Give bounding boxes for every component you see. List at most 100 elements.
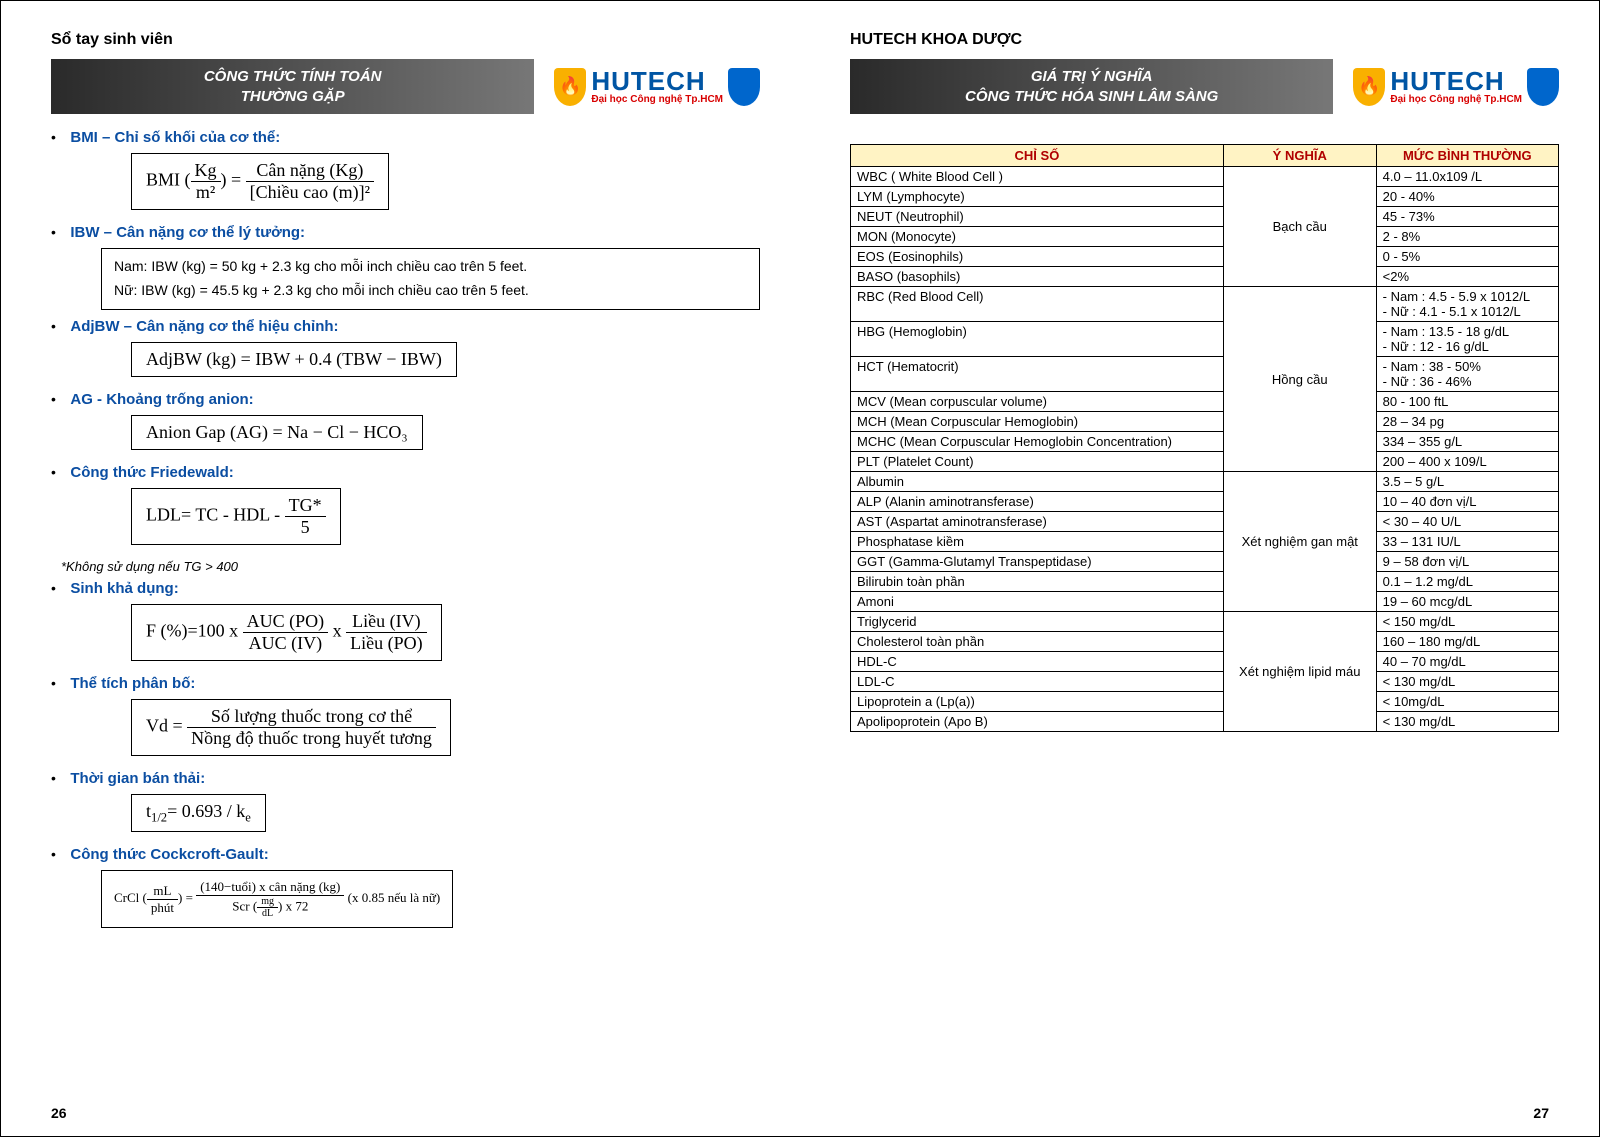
cell-index: Bilirubin toàn phần bbox=[851, 572, 1224, 592]
bmi-formula: BMI (Kgm²) = Cân nặng (Kg)[Chiều cao (m)… bbox=[131, 153, 389, 210]
cell-meaning: Xét nghiệm lipid máu bbox=[1223, 612, 1376, 732]
crcl-title: Công thức Cockcroft-Gault: bbox=[70, 846, 268, 863]
logo-text-r: HUTECH Đại học Công nghệ Tp.HCM bbox=[1390, 68, 1522, 105]
logo-name-r: HUTECH bbox=[1390, 68, 1522, 94]
cell-value: 4.0 – 11.0x109 /L bbox=[1376, 167, 1558, 187]
bmi-title: BMI – Chỉ số khối của cơ thể: bbox=[70, 129, 280, 146]
formula-ag: AG - Khoảng trống anion: Anion Gap (AG) … bbox=[71, 391, 760, 458]
cell-value: <2% bbox=[1376, 267, 1558, 287]
formula-thalf: Thời gian bán thải: t1/2= 0.693 / ke bbox=[71, 770, 760, 841]
shield-icon: 🔥 bbox=[554, 68, 586, 106]
page-spread: Sổ tay sinh viên CÔNG THỨC TÍNH TOÁN THƯ… bbox=[0, 0, 1600, 1137]
formula-adjbw: AdjBW – Cân nặng cơ thể hiệu chỉnh: AdjB… bbox=[71, 318, 760, 385]
table-row: MCH (Mean Corpuscular Hemoglobin) 28 – 34… bbox=[851, 412, 1559, 432]
cell-index: Apolipoprotein (Apo B) bbox=[851, 712, 1224, 732]
ag-title: AG - Khoảng trống anion: bbox=[70, 391, 253, 408]
vd-title: Thể tích phân bố: bbox=[70, 675, 195, 692]
table-row: MCV (Mean corpuscular volume) 80 - 100 ft… bbox=[851, 392, 1559, 412]
table-row: TriglyceridXét nghiệm lipid máu< 150 mg/… bbox=[851, 612, 1559, 632]
table-row: AlbuminXét nghiệm gan mật3.5 – 5 g/L bbox=[851, 472, 1559, 492]
cell-index: MON (Monocyte) bbox=[851, 227, 1224, 247]
ibw-male: Nam: IBW (kg) = 50 kg + 2.3 kg cho mỗi i… bbox=[114, 255, 747, 279]
logo-block: 🔥 HUTECH Đại học Công nghệ Tp.HCM bbox=[554, 68, 760, 106]
title-box-left: CÔNG THỨC TÍNH TOÁN THƯỜNG GẶP bbox=[51, 59, 534, 114]
cell-value: 80 - 100 ftL bbox=[1376, 392, 1558, 412]
badge-icon bbox=[728, 68, 760, 106]
crcl-formula: CrCl (mLphút) = (140−tuổi) x cân nặng (k… bbox=[101, 870, 453, 928]
table-row: MON (Monocyte) 2 - 8% bbox=[851, 227, 1559, 247]
table-row: EOS (Eosinophils)0 - 5% bbox=[851, 247, 1559, 267]
cell-index: MCH (Mean Corpuscular Hemoglobin) bbox=[851, 412, 1224, 432]
cell-value: 10 – 40 đơn vị/L bbox=[1376, 492, 1558, 512]
adjbw-formula: AdjBW (kg) = IBW + 0.4 (TBW − IBW) bbox=[131, 342, 457, 377]
cell-value: 2 - 8% bbox=[1376, 227, 1558, 247]
formula-friedewald: Công thức Friedewald: LDL= TC - HDL - TG… bbox=[71, 464, 760, 553]
cell-index: AST (Aspartat aminotransferase) bbox=[851, 512, 1224, 532]
logo-name: HUTECH bbox=[591, 68, 723, 94]
f-title: Sinh khả dụng: bbox=[70, 580, 178, 597]
cell-value: 200 – 400 x 109/L bbox=[1376, 452, 1558, 472]
table-row: GGT (Gamma-Glutamyl Transpeptidase)9 – 5… bbox=[851, 552, 1559, 572]
cell-value: 33 – 131 IU/L bbox=[1376, 532, 1558, 552]
table-body: WBC ( White Blood Cell )Bạch cầu4.0 – 11… bbox=[851, 167, 1559, 732]
logo-sub-r: Đại học Công nghệ Tp.HCM bbox=[1390, 94, 1522, 105]
cell-value: 20 - 40% bbox=[1376, 187, 1558, 207]
adjbw-title: AdjBW – Cân nặng cơ thể hiệu chỉnh: bbox=[70, 318, 338, 335]
table-row: HDL-C 40 – 70 mg/dL bbox=[851, 652, 1559, 672]
th-meaning: Ý NGHĨA bbox=[1223, 145, 1376, 167]
cell-index: HDL-C bbox=[851, 652, 1224, 672]
table-row: LYM (Lymphocyte) 20 - 40% bbox=[851, 187, 1559, 207]
cell-meaning: Bạch cầu bbox=[1223, 167, 1376, 287]
cell-value: 19 – 60 mcg/dL bbox=[1376, 592, 1558, 612]
ag-formula: Anion Gap (AG) = Na − Cl − HCO₃ bbox=[131, 415, 423, 450]
table-row: WBC ( White Blood Cell )Bạch cầu4.0 – 11… bbox=[851, 167, 1559, 187]
formula-crcl: Công thức Cockcroft-Gault: CrCl (mLphút)… bbox=[71, 846, 760, 936]
cell-index: MCV (Mean corpuscular volume) bbox=[851, 392, 1224, 412]
friedewald-note: *Không sử dụng nếu TG > 400 bbox=[61, 559, 760, 574]
cell-index: RBC (Red Blood Cell) bbox=[851, 287, 1224, 322]
cell-value: - Nam : 13.5 - 18 g/dL - Nữ : 12 - 16 g/… bbox=[1376, 322, 1558, 357]
cell-index: BASO (basophils) bbox=[851, 267, 1224, 287]
cell-index: Cholesterol toàn phần bbox=[851, 632, 1224, 652]
table-row: HBG (Hemoglobin)- Nam : 13.5 - 18 g/dL -… bbox=[851, 322, 1559, 357]
table-row: Lipoprotein a (Lp(a)) < 10mg/dL bbox=[851, 692, 1559, 712]
cell-value: < 30 – 40 U/L bbox=[1376, 512, 1558, 532]
table-row: PLT (Platelet Count) 200 – 400 x 109/L bbox=[851, 452, 1559, 472]
cell-value: < 10mg/dL bbox=[1376, 692, 1558, 712]
badge-icon-r bbox=[1527, 68, 1559, 106]
cell-value: 40 – 70 mg/dL bbox=[1376, 652, 1558, 672]
cell-index: Lipoprotein a (Lp(a)) bbox=[851, 692, 1224, 712]
vd-formula: Vd = Số lượng thuốc trong cơ thểNồng độ … bbox=[131, 699, 451, 756]
formula-vd: Thể tích phân bố: Vd = Số lượng thuốc tr… bbox=[71, 675, 760, 764]
cell-value: < 150 mg/dL bbox=[1376, 612, 1558, 632]
table-row: NEUT (Neutrophil)45 - 73% bbox=[851, 207, 1559, 227]
friedewald-formula: LDL= TC - HDL - TG*5 bbox=[131, 488, 341, 545]
title-line1: CÔNG THỨC TÍNH TOÁN bbox=[204, 68, 382, 85]
cell-index: PLT (Platelet Count) bbox=[851, 452, 1224, 472]
th-normal: MỨC BÌNH THƯỜNG bbox=[1376, 145, 1558, 167]
cell-value: 9 – 58 đơn vị/L bbox=[1376, 552, 1558, 572]
logo-block-r: 🔥 HUTECH Đại học Công nghệ Tp.HCM bbox=[1353, 68, 1559, 106]
table-row: AST (Aspartat aminotransferase) < 30 – 40… bbox=[851, 512, 1559, 532]
cell-value: 45 - 73% bbox=[1376, 207, 1558, 227]
table-row: Phosphatase kiềm 33 – 131 IU/L bbox=[851, 532, 1559, 552]
table-row: BASO (basophils) <2% bbox=[851, 267, 1559, 287]
header-right: HUTECH KHOA DƯỢC bbox=[850, 31, 1559, 49]
cell-value: - Nam : 38 - 50% - Nữ : 36 - 46% bbox=[1376, 357, 1558, 392]
title-box-right: GIÁ TRỊ Ý NGHĨA CÔNG THỨC HÓA SINH LÂM S… bbox=[850, 59, 1333, 114]
cell-index: LYM (Lymphocyte) bbox=[851, 187, 1224, 207]
cell-value: < 130 mg/dL bbox=[1376, 672, 1558, 692]
title-r-line1: GIÁ TRỊ Ý NGHĨA bbox=[1031, 68, 1153, 85]
cell-value: 28 – 34 pg bbox=[1376, 412, 1558, 432]
title-line2: THƯỜNG GẶP bbox=[241, 88, 345, 105]
cell-index: LDL-C bbox=[851, 672, 1224, 692]
cell-index: Phosphatase kiềm bbox=[851, 532, 1224, 552]
clinical-table: CHỈ SỐ Ý NGHĨA MỨC BÌNH THƯỜNG WBC ( Whi… bbox=[850, 144, 1559, 732]
cell-value: 334 – 355 g/L bbox=[1376, 432, 1558, 452]
ibw-title: IBW – Cân nặng cơ thể lý tưởng: bbox=[70, 224, 305, 241]
table-header-row: CHỈ SỐ Ý NGHĨA MỨC BÌNH THƯỜNG bbox=[851, 145, 1559, 167]
cell-meaning: Xét nghiệm gan mật bbox=[1223, 472, 1376, 612]
thalf-title: Thời gian bán thải: bbox=[70, 770, 205, 787]
cell-value: 0.1 – 1.2 mg/dL bbox=[1376, 572, 1558, 592]
logo-text: HUTECH Đại học Công nghệ Tp.HCM bbox=[591, 68, 723, 105]
